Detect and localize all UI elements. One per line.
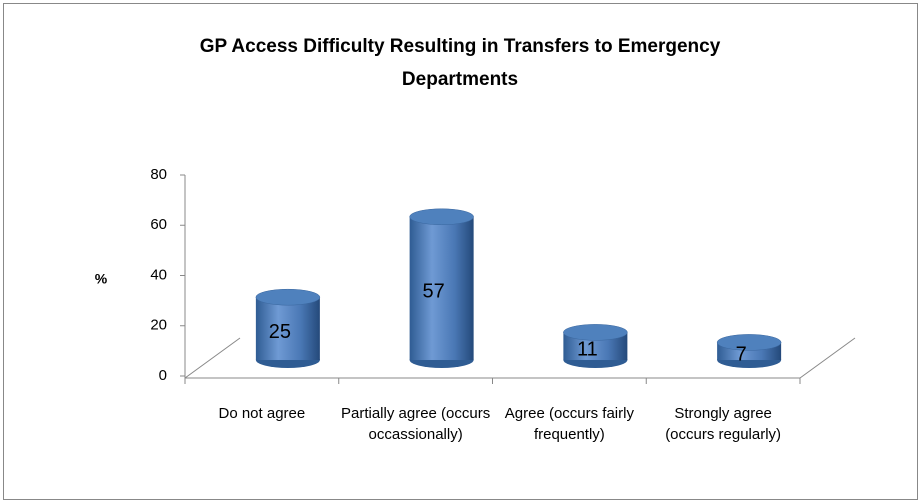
y-tick-label: 20 (150, 317, 167, 334)
x-tick-label: Do not agree (218, 405, 306, 422)
x-tick-label: Agree (occurs fairly frequently) (504, 405, 634, 443)
data-label: 11 (577, 338, 598, 360)
bar-top (409, 208, 474, 226)
x-tick-label: Partially agree (occurs occassionally) (341, 405, 491, 443)
bar (563, 324, 628, 368)
y-axis-label: % (95, 271, 108, 287)
bar-top (716, 334, 782, 351)
bar-body (409, 216, 474, 360)
bar-top (563, 324, 628, 341)
y-tick-label: 60 (150, 216, 167, 233)
x-tick-label: Strongly agree (occurs regularly) (665, 405, 782, 443)
floor-edge (799, 337, 856, 379)
bar (409, 208, 474, 368)
data-label: 7 (736, 343, 747, 365)
y-tick-label: 80 (150, 166, 167, 183)
bar-top (255, 288, 321, 306)
data-label: 25 (269, 321, 291, 343)
y-tick-label: 0 (159, 367, 167, 384)
data-label: 57 (423, 281, 445, 303)
chart-title: GP Access Difficulty Resulting in Transf… (199, 36, 721, 90)
bar-body (255, 297, 320, 360)
bar (716, 334, 782, 368)
floor-edge (184, 337, 241, 379)
y-tick-label: 40 (150, 266, 167, 283)
bar (255, 288, 321, 368)
title-box: GP Access Difficulty Resulting in Transf… (199, 36, 721, 90)
